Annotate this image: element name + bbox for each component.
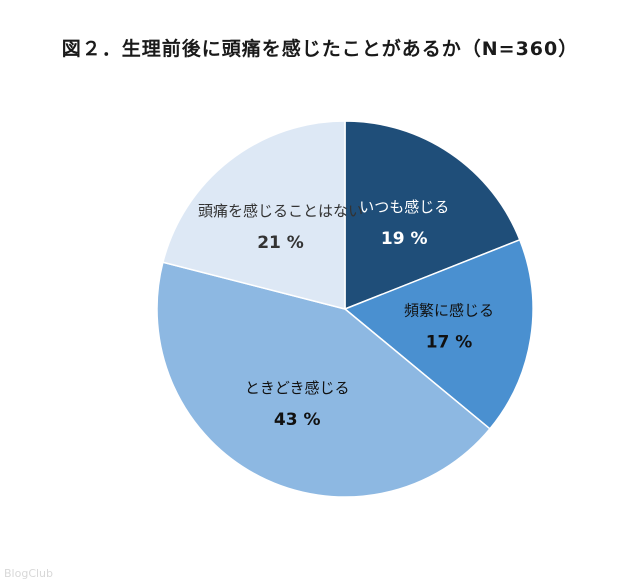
slice-label-3: 頭痛を感じることはない: [198, 202, 363, 220]
slice-label-2: ときどき感じる: [245, 379, 350, 397]
pie-slice-3: [161, 120, 346, 310]
chart-title: 図２．生理前後に頭痛を感じたことがあるか（N=360）: [61, 38, 579, 60]
slice-value-1: 17 %: [426, 333, 473, 353]
pie-slice-1: [343, 238, 534, 430]
pie-slice-2: [156, 261, 491, 498]
slice-label-1: 頻繁に感じる: [404, 302, 494, 320]
slice-label-0: いつも感じる: [359, 198, 449, 216]
pie-slice-0: [344, 120, 521, 311]
watermark: BlogClub: [4, 567, 54, 580]
slice-value-3: 21 %: [257, 233, 304, 253]
slice-value-2: 43 %: [274, 410, 321, 430]
slice-value-0: 19 %: [381, 229, 428, 249]
